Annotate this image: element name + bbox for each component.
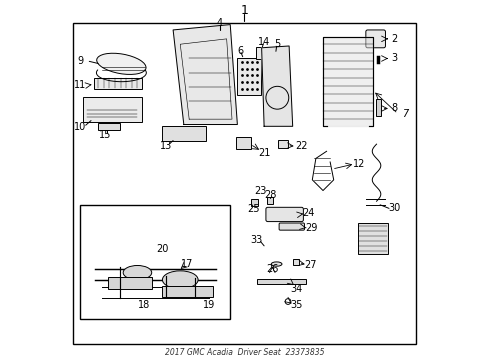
Text: 26: 26	[265, 264, 278, 274]
FancyBboxPatch shape	[265, 207, 303, 222]
Text: 35: 35	[289, 301, 302, 310]
FancyBboxPatch shape	[108, 277, 152, 289]
Text: 19: 19	[202, 300, 215, 310]
Polygon shape	[173, 24, 237, 125]
FancyBboxPatch shape	[162, 286, 213, 297]
Text: 15: 15	[99, 130, 111, 140]
Text: 33: 33	[250, 235, 262, 246]
Text: 21: 21	[257, 148, 270, 158]
FancyBboxPatch shape	[82, 97, 142, 122]
Text: 5: 5	[274, 39, 280, 49]
Ellipse shape	[97, 53, 146, 75]
Text: 30: 30	[387, 203, 400, 213]
Text: 4: 4	[216, 18, 222, 28]
Text: 12: 12	[352, 159, 364, 169]
Text: 34: 34	[289, 284, 302, 294]
Text: 16: 16	[92, 212, 104, 222]
FancyBboxPatch shape	[85, 288, 105, 293]
Text: 9: 9	[77, 57, 83, 66]
FancyBboxPatch shape	[357, 223, 387, 254]
Text: 17: 17	[181, 259, 193, 269]
FancyBboxPatch shape	[98, 123, 120, 130]
Polygon shape	[323, 37, 372, 126]
FancyBboxPatch shape	[235, 137, 250, 149]
Text: 32: 32	[81, 271, 93, 281]
FancyBboxPatch shape	[266, 197, 272, 204]
Ellipse shape	[123, 265, 151, 280]
Text: 7: 7	[401, 109, 407, 119]
FancyBboxPatch shape	[94, 78, 142, 89]
Text: 10: 10	[74, 122, 86, 132]
Text: 28: 28	[264, 190, 276, 200]
Text: 6: 6	[237, 46, 244, 56]
Ellipse shape	[271, 262, 282, 266]
FancyBboxPatch shape	[251, 199, 258, 206]
Text: 11: 11	[74, 80, 86, 90]
FancyBboxPatch shape	[236, 58, 261, 95]
Text: 8: 8	[390, 103, 397, 113]
Text: 29: 29	[305, 223, 317, 233]
FancyBboxPatch shape	[256, 279, 305, 284]
Text: 3: 3	[390, 54, 397, 63]
FancyBboxPatch shape	[85, 278, 97, 283]
FancyBboxPatch shape	[80, 205, 230, 319]
FancyBboxPatch shape	[162, 126, 205, 141]
FancyBboxPatch shape	[292, 259, 299, 265]
Text: 13: 13	[160, 140, 172, 150]
Text: 27: 27	[304, 260, 316, 270]
Polygon shape	[261, 46, 292, 126]
Text: 2: 2	[390, 34, 397, 44]
Text: 2017 GMC Acadia  Driver Seat  23373835: 2017 GMC Acadia Driver Seat 23373835	[164, 348, 324, 357]
Text: 24: 24	[302, 208, 314, 219]
FancyBboxPatch shape	[278, 140, 287, 148]
FancyBboxPatch shape	[279, 223, 304, 230]
Text: 1: 1	[240, 4, 248, 17]
Ellipse shape	[162, 271, 198, 289]
Text: 31: 31	[81, 292, 93, 302]
FancyBboxPatch shape	[365, 30, 385, 48]
FancyBboxPatch shape	[256, 47, 268, 59]
Text: 25: 25	[246, 204, 259, 214]
Text: 14: 14	[258, 37, 270, 47]
FancyBboxPatch shape	[375, 99, 381, 116]
Text: 20: 20	[156, 244, 168, 255]
Text: 22: 22	[295, 141, 307, 151]
Text: 23: 23	[254, 185, 266, 195]
Text: 18: 18	[138, 300, 150, 310]
